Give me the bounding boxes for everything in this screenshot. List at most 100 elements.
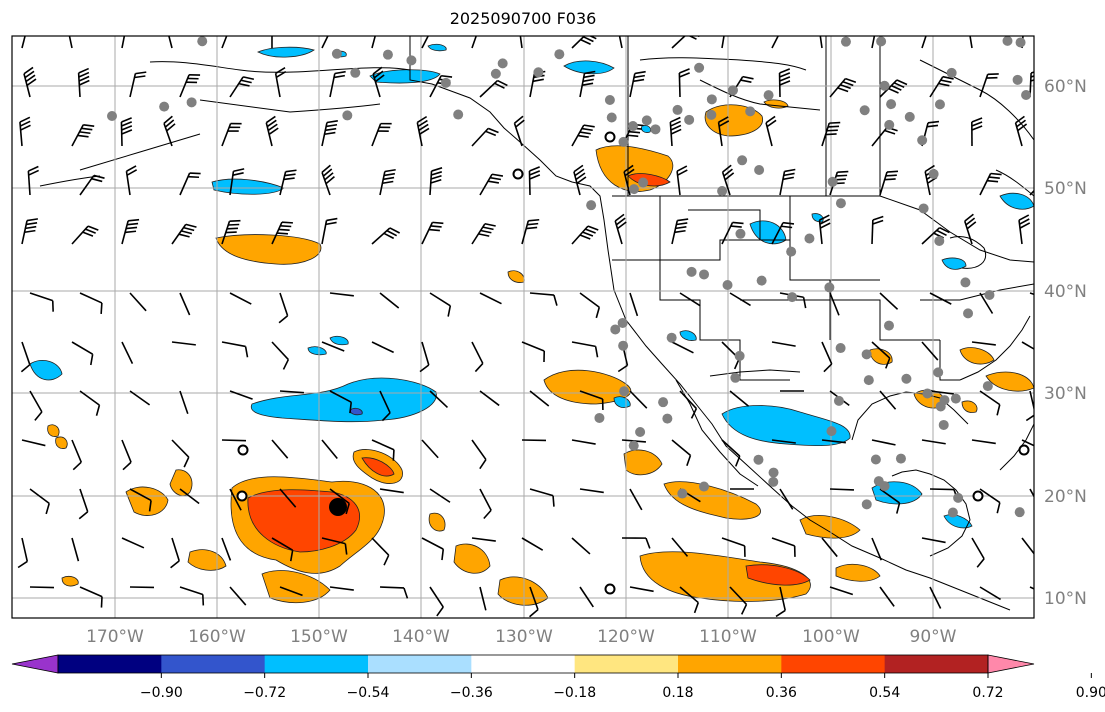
- station-marker: [953, 492, 964, 503]
- station-marker: [904, 111, 915, 122]
- wind-barb: [771, 537, 796, 557]
- storm-markers: [107, 111, 1030, 595]
- colorbar-tick-label: −0.72: [243, 685, 286, 701]
- wind-barb: [579, 390, 604, 410]
- station-marker: [934, 235, 945, 246]
- station-marker: [706, 94, 717, 105]
- station-marker: [722, 279, 733, 290]
- station-marker: [672, 104, 683, 115]
- station-marker: [677, 488, 688, 499]
- wind-barb: [278, 292, 289, 324]
- station-marker: [350, 67, 361, 78]
- station-marker: [686, 266, 697, 277]
- wind-barb: [471, 341, 484, 373]
- lat-label: 50°N: [1044, 179, 1087, 199]
- graticule: [12, 36, 1034, 618]
- wind-barb: [879, 488, 901, 514]
- station-marker: [440, 77, 451, 88]
- station-marker: [635, 426, 646, 437]
- wind-barb: [129, 292, 147, 312]
- wind-barb: [879, 586, 895, 607]
- wind-barb: [421, 439, 439, 459]
- wind-barb: [321, 164, 335, 196]
- wind-barb: [821, 439, 846, 444]
- colorbar-cell: [161, 655, 266, 673]
- station-marker: [934, 99, 945, 110]
- wind-barb: [571, 225, 599, 245]
- wind-barb: [521, 341, 546, 363]
- colorbar-tick-label: 0.72: [972, 685, 1003, 701]
- wind-barb: [379, 168, 396, 196]
- station-marker: [946, 67, 957, 78]
- wind-barb: [579, 70, 596, 98]
- wind-barb: [229, 488, 242, 511]
- wind-barb: [71, 439, 82, 471]
- wind-barb: [521, 537, 544, 551]
- wind-barb: [17, 537, 29, 569]
- wind-barb: [979, 172, 1002, 196]
- station-marker: [382, 49, 393, 60]
- wind-barb: [20, 341, 31, 373]
- wind-barb: [321, 36, 329, 49]
- station-marker: [918, 203, 929, 214]
- wind-barb: [329, 586, 354, 591]
- station-marker: [901, 373, 912, 384]
- wind-barb: [821, 121, 841, 147]
- lat-label: 20°N: [1044, 487, 1087, 507]
- wind-barb: [79, 174, 105, 196]
- map-area: [12, 36, 1034, 618]
- wind-barb: [71, 124, 95, 147]
- wind-barb: [529, 390, 550, 407]
- wind-barb: [778, 68, 791, 98]
- wind-barb: [79, 292, 103, 314]
- station-markers: [159, 36, 1032, 518]
- wind-barb: [979, 292, 994, 314]
- wind-barb: [571, 537, 591, 555]
- station-marker: [787, 292, 798, 303]
- station-marker: [835, 198, 846, 209]
- wind-barb: [1021, 439, 1034, 447]
- colorbar-tick-label: −0.36: [450, 685, 493, 701]
- wind-barb: [671, 218, 689, 245]
- wind-barb: [717, 116, 730, 147]
- wind-barb: [271, 537, 294, 562]
- wind-barb: [579, 292, 601, 319]
- lon-label: 150°W: [290, 627, 348, 647]
- wind-barb: [879, 390, 897, 410]
- station-marker: [638, 177, 649, 188]
- wind-barb: [721, 164, 735, 196]
- wind-barb: [479, 586, 487, 611]
- wind-barb: [120, 117, 133, 147]
- wind-barb: [329, 488, 350, 515]
- wind-barb: [479, 79, 508, 98]
- wind-barb: [721, 537, 746, 557]
- station-marker: [342, 110, 353, 121]
- lon-label: 160°W: [188, 627, 246, 647]
- wind-barb: [78, 488, 89, 520]
- wind-barb: [371, 341, 394, 354]
- wind-barb: [721, 221, 744, 245]
- wind-barb: [879, 170, 899, 196]
- station-marker: [627, 121, 638, 132]
- station-marker: [698, 481, 709, 492]
- colorbar-tick-label: 0.18: [662, 685, 693, 701]
- wind-barb: [329, 292, 354, 297]
- station-marker: [554, 49, 565, 60]
- wind-barb: [129, 390, 151, 406]
- colorbar-cell: [574, 655, 679, 673]
- lat-label: 30°N: [1044, 384, 1087, 404]
- wind-barb: [321, 537, 348, 555]
- wind-barb: [779, 168, 796, 196]
- wind-barb: [479, 488, 492, 520]
- wind-barb: [679, 390, 698, 419]
- colorbar-cell: [58, 655, 162, 673]
- station-marker: [628, 440, 639, 451]
- wind-barb: [871, 439, 896, 446]
- station-marker: [604, 94, 615, 105]
- wind-barb: [771, 439, 796, 444]
- station-marker: [1015, 37, 1026, 48]
- wind-barb: [179, 390, 189, 414]
- low-marker: [237, 444, 249, 456]
- lon-label: 130°W: [495, 627, 553, 647]
- station-marker: [331, 48, 342, 59]
